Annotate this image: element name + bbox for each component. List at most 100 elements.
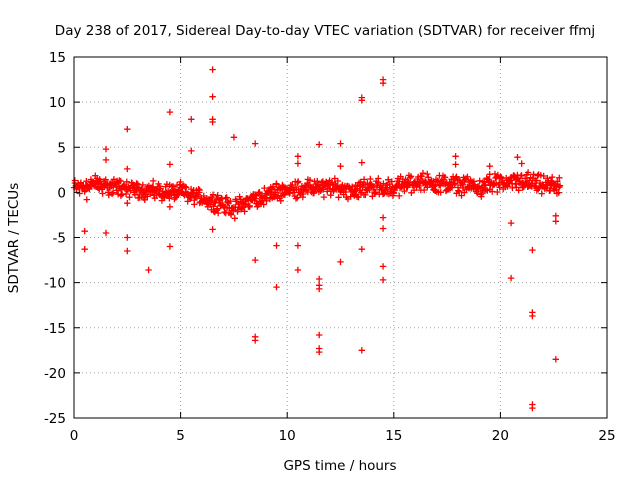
data-point xyxy=(494,188,501,196)
data-point xyxy=(507,274,515,282)
data-point xyxy=(390,190,397,197)
data-point xyxy=(266,189,274,196)
data-point xyxy=(416,182,423,190)
data-point xyxy=(105,191,112,199)
data-point xyxy=(419,169,427,177)
data-point xyxy=(379,225,387,232)
data-point xyxy=(235,201,242,208)
data-point xyxy=(256,189,263,196)
data-point xyxy=(220,203,228,210)
data-point xyxy=(552,356,559,363)
data-point xyxy=(124,200,131,207)
data-point xyxy=(120,182,128,189)
data-point xyxy=(360,176,368,183)
data-point xyxy=(464,173,471,180)
data-point xyxy=(177,178,184,186)
data-point xyxy=(166,243,174,250)
data-point xyxy=(452,161,459,168)
data-point xyxy=(316,348,323,356)
data-point xyxy=(379,263,387,270)
data-point xyxy=(316,331,323,339)
data-point xyxy=(337,163,344,170)
data-point xyxy=(124,165,131,173)
data-point xyxy=(379,276,387,284)
data-point xyxy=(183,184,190,191)
data-point xyxy=(358,97,365,104)
data-point xyxy=(460,181,467,189)
y-tick-label: 15 xyxy=(49,50,66,66)
data-point xyxy=(294,160,302,167)
data-point xyxy=(425,174,432,181)
data-point xyxy=(210,208,217,215)
data-point xyxy=(515,187,522,194)
data-point xyxy=(424,170,431,178)
chart-title: Day 238 of 2017, Sidereal Day-to-day VTE… xyxy=(55,23,595,39)
data-point xyxy=(370,184,377,192)
x-tick-label: 20 xyxy=(492,428,509,444)
data-point xyxy=(476,177,483,184)
data-point xyxy=(212,199,219,206)
data-point xyxy=(401,187,408,195)
y-tick-label: -20 xyxy=(44,366,66,382)
data-point xyxy=(263,197,270,204)
data-point xyxy=(81,246,88,253)
data-point xyxy=(543,184,550,192)
data-point xyxy=(514,154,521,161)
data-point xyxy=(149,183,156,190)
data-point xyxy=(124,234,131,241)
data-point xyxy=(122,190,130,198)
data-point xyxy=(261,184,268,192)
data-point xyxy=(507,219,515,227)
data-point xyxy=(191,201,198,208)
data-point xyxy=(314,177,321,185)
data-point xyxy=(252,337,259,344)
data-point xyxy=(124,126,131,133)
data-point xyxy=(273,242,280,249)
data-point xyxy=(522,175,529,182)
data-point xyxy=(456,188,463,195)
data-point xyxy=(355,194,362,201)
data-point xyxy=(294,266,302,274)
data-point xyxy=(123,178,130,185)
data-point xyxy=(335,194,342,201)
data-point xyxy=(451,180,459,187)
data-point xyxy=(316,275,323,283)
data-point xyxy=(518,172,525,179)
data-points xyxy=(70,66,564,412)
data-point xyxy=(540,172,547,180)
data-point xyxy=(134,180,141,188)
data-point xyxy=(166,108,174,116)
data-point xyxy=(124,247,131,255)
data-point xyxy=(166,203,174,210)
data-point xyxy=(126,194,133,201)
data-point xyxy=(260,201,267,208)
data-point xyxy=(83,178,90,185)
data-point xyxy=(161,194,168,201)
data-point xyxy=(556,182,564,189)
data-point xyxy=(413,183,420,191)
y-tick-label: -15 xyxy=(44,321,66,337)
data-point xyxy=(533,177,540,184)
data-point xyxy=(117,192,125,199)
y-axis-label: SDTVAR / TECUs xyxy=(6,183,22,293)
data-point xyxy=(71,177,79,184)
data-point xyxy=(552,212,559,219)
data-point xyxy=(81,228,88,235)
data-point xyxy=(518,160,525,167)
data-point xyxy=(294,153,302,160)
data-point xyxy=(292,195,300,202)
data-point xyxy=(362,191,369,199)
y-tick-label: 10 xyxy=(49,95,66,111)
data-point xyxy=(83,196,90,203)
data-point xyxy=(294,242,302,249)
data-point xyxy=(141,196,148,203)
data-point xyxy=(453,173,460,180)
x-tick-label: 25 xyxy=(598,428,615,444)
data-point xyxy=(289,181,296,189)
x-tick-label: 10 xyxy=(279,428,296,444)
data-point xyxy=(358,246,365,253)
x-tick-label: 5 xyxy=(176,428,185,444)
data-point xyxy=(486,171,493,178)
data-point xyxy=(320,193,328,201)
